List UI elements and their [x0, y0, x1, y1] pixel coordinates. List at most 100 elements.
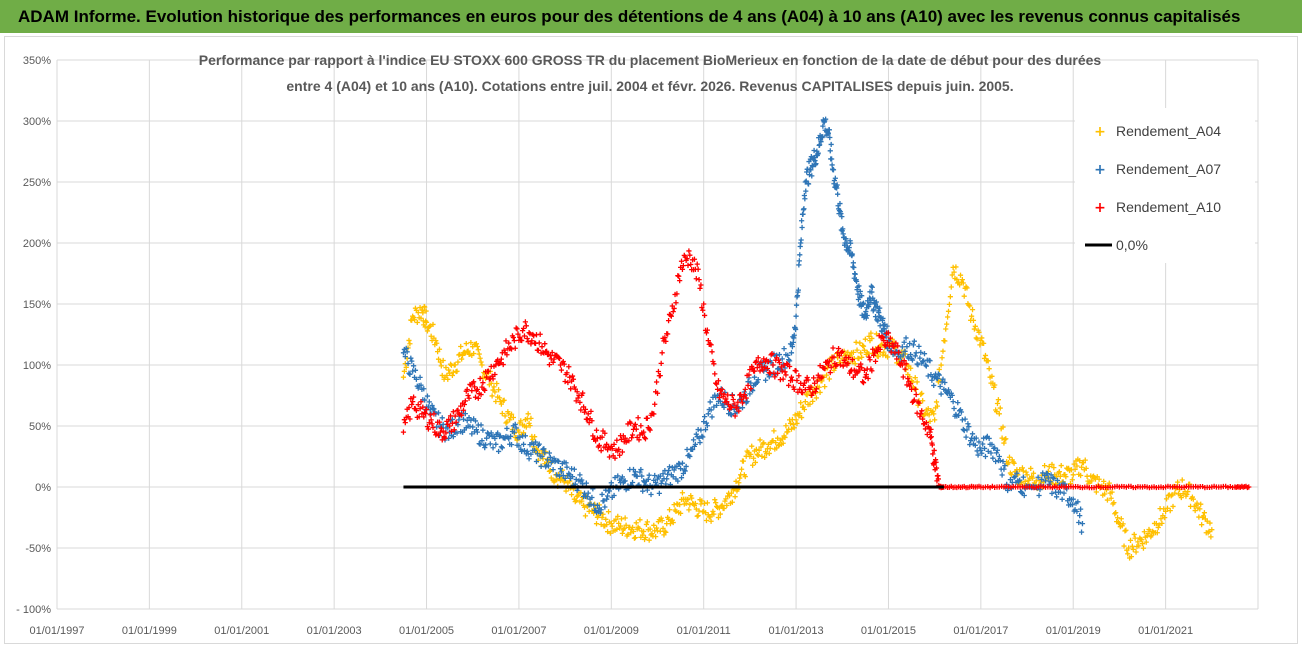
data-point — [575, 395, 581, 401]
data-point — [826, 127, 832, 133]
data-point — [857, 288, 863, 295]
data-point — [615, 513, 621, 519]
report-banner: ADAM Informe. Evolution historique des p… — [0, 0, 1302, 33]
data-point — [868, 299, 874, 306]
data-point — [639, 473, 645, 479]
data-point — [729, 392, 735, 399]
data-point — [447, 413, 454, 419]
data-point — [460, 416, 467, 422]
data-point — [972, 323, 978, 329]
data-point — [1141, 529, 1147, 535]
data-point — [647, 526, 653, 532]
data-point — [1018, 480, 1025, 486]
data-point — [859, 293, 865, 299]
data-point — [400, 374, 407, 380]
data-point — [523, 323, 529, 329]
data-point — [400, 350, 407, 356]
data-point — [547, 454, 553, 460]
data-point — [1172, 490, 1178, 496]
data-point — [497, 360, 504, 366]
data-point — [1042, 478, 1049, 484]
data-point — [1072, 466, 1078, 472]
data-point — [840, 226, 846, 232]
data-point — [803, 178, 809, 184]
data-point — [640, 532, 646, 538]
data-point — [946, 301, 953, 307]
data-point — [678, 258, 685, 264]
x-tick-label: 01/01/2013 — [769, 625, 824, 637]
data-point — [796, 258, 802, 264]
data-point — [845, 360, 851, 366]
data-point — [600, 511, 606, 517]
data-point — [1132, 535, 1138, 541]
data-point — [1130, 546, 1136, 553]
data-point — [449, 420, 456, 426]
data-point — [558, 469, 565, 475]
data-point — [642, 534, 649, 541]
data-point — [877, 305, 883, 311]
data-point — [1118, 516, 1124, 522]
data-point — [579, 477, 585, 483]
data-point — [1000, 458, 1006, 465]
data-point — [426, 420, 432, 426]
data-point — [670, 474, 676, 480]
data-point — [463, 340, 469, 347]
data-point — [469, 431, 475, 437]
data-point — [448, 428, 455, 434]
data-point — [444, 372, 450, 379]
data-point — [1021, 492, 1027, 499]
data-point — [668, 313, 674, 319]
data-point — [711, 511, 717, 517]
data-point — [1207, 520, 1213, 526]
data-point — [498, 356, 504, 362]
data-point — [585, 490, 591, 496]
data-point — [969, 431, 976, 437]
data-point — [1114, 515, 1121, 521]
data-point — [633, 520, 639, 526]
data-point — [775, 370, 781, 376]
data-point — [522, 319, 528, 325]
banner-title: ADAM Informe. Evolution historique des p… — [18, 6, 1241, 26]
data-point — [988, 450, 994, 456]
data-point — [881, 338, 887, 344]
data-point — [598, 521, 604, 528]
data-point — [741, 391, 747, 398]
data-point — [510, 414, 516, 421]
data-point — [830, 167, 837, 173]
data-point — [538, 463, 544, 470]
data-point — [418, 315, 424, 321]
data-point — [585, 411, 591, 417]
data-point — [546, 450, 553, 456]
data-point — [465, 392, 471, 399]
data-point — [679, 460, 686, 466]
data-point — [779, 356, 785, 362]
data-point — [968, 438, 974, 444]
data-point — [493, 441, 499, 447]
data-point — [589, 494, 595, 501]
data-point — [815, 150, 821, 156]
data-point — [524, 448, 530, 454]
data-point — [860, 300, 867, 306]
data-point — [573, 497, 579, 504]
data-point — [869, 335, 875, 342]
data-point — [962, 416, 968, 422]
data-point — [934, 376, 941, 382]
data-point — [472, 418, 479, 424]
data-point — [691, 256, 698, 262]
data-point — [739, 400, 746, 406]
data-point — [765, 358, 771, 365]
data-point — [611, 492, 617, 499]
data-point — [406, 404, 412, 411]
data-point — [711, 404, 717, 410]
data-point — [849, 251, 856, 257]
data-point — [994, 400, 1001, 407]
data-point — [1192, 507, 1198, 514]
data-point — [642, 436, 649, 442]
data-point — [527, 422, 533, 429]
data-point — [913, 391, 919, 398]
data-point — [996, 453, 1002, 460]
data-point — [475, 347, 481, 353]
data-point — [1167, 508, 1173, 514]
data-point — [1175, 479, 1181, 485]
data-point — [989, 441, 995, 448]
